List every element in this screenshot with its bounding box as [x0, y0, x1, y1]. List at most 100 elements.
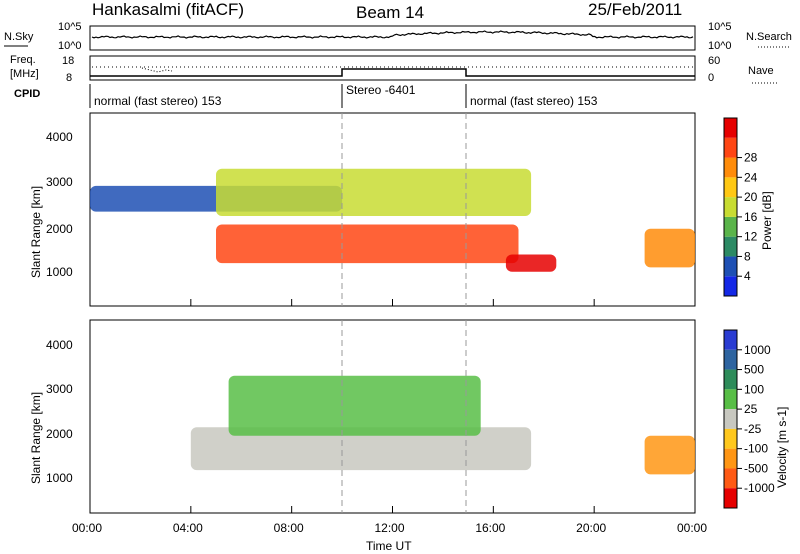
cpid-segment-3: normal (fast stereo) 153: [470, 94, 598, 108]
time-tick-label: 16:00: [475, 521, 505, 535]
power-ytick-2000: 2000: [46, 222, 73, 236]
power-ytick-4000: 4000: [46, 130, 73, 144]
colorbar-swatch-4: [724, 409, 737, 429]
colorbar-tick-label: 1000: [744, 343, 771, 357]
nave-dip: [141, 67, 173, 73]
power-colorbar-ticks: 4 8 12 16 20 24 28: [737, 151, 758, 283]
colorbar-swatch-8: [724, 118, 737, 138]
power-ytick-1000: 1000: [46, 265, 73, 279]
velocity-panel: Slant Range [km] 1000 2000 3000 4000: [29, 319, 696, 514]
date-title: 25/Feb/2011: [588, 0, 682, 19]
velocity-echo-regions: [190, 375, 695, 475]
colorbar-tick-label: -500: [744, 461, 768, 475]
velocity-ytick-1000: 1000: [46, 471, 73, 485]
colorbar-tick-label: 100: [744, 382, 764, 396]
velocity-colorbar-swatches: [724, 330, 737, 508]
power-ylabel: Slant Range [km]: [29, 186, 43, 278]
colorbar-tick-label: -25: [744, 422, 762, 436]
colorbar-tick-label: 25: [744, 402, 758, 416]
echo-region: [644, 435, 695, 475]
noise-panel: N.Sky 10^5 10^0 10^5 10^0 N.Search: [4, 21, 792, 52]
freq-panel: Freq. [MHz] 18 8 60 0 Nave: [10, 54, 778, 84]
colorbar-swatch-2: [724, 236, 737, 257]
time-tick-label: 00:00: [677, 521, 707, 535]
cpid-segment-1: normal (fast stereo) 153: [94, 94, 222, 108]
velocity-colorbar-frame: [723, 329, 738, 509]
colorbar-swatch-5: [724, 428, 737, 449]
station-title: Hankasalmi (fitACF): [92, 0, 244, 19]
velocity-ytick-4000: 4000: [46, 338, 73, 352]
colorbar-swatch-3: [724, 389, 737, 410]
colorbar-swatch-3: [724, 216, 737, 237]
cpid-strip: CPID normal (fast stereo) 153 Stereo -64…: [14, 83, 598, 108]
time-tick-label: 20:00: [576, 521, 606, 535]
echo-region: [216, 168, 532, 216]
echo-region: [190, 427, 532, 471]
colorbar-tick-label: 12: [744, 230, 758, 244]
time-tick-label: 00:00: [72, 521, 102, 535]
time-tick-label: 08:00: [274, 521, 304, 535]
echo-region: [216, 224, 519, 264]
noise-sky-label: N.Sky: [4, 31, 34, 43]
colorbar-swatch-1: [724, 256, 737, 277]
colorbar-swatch-2: [724, 369, 737, 390]
freq-top-tick: 18: [62, 55, 74, 67]
echo-region: [505, 254, 557, 272]
colorbar-tick-label: 16: [744, 210, 758, 224]
freq-panel-frame: [89, 55, 696, 81]
nave-bottom-tick: 0: [708, 72, 714, 84]
colorbar-swatch-6: [724, 157, 737, 178]
noise-left-bottom-tick: 10^0: [58, 40, 82, 52]
colorbar-swatch-0: [724, 330, 737, 350]
noise-panel-frame: [89, 25, 696, 51]
colorbar-tick-label: -1000: [744, 481, 775, 495]
colorbar-swatch-0: [724, 276, 737, 296]
noise-right-bottom-tick: 10^0: [708, 40, 732, 52]
echo-region: [228, 375, 481, 436]
echo-region: [644, 228, 695, 268]
colorbar-swatch-1: [724, 349, 737, 370]
colorbar-tick-label: 8: [744, 249, 751, 263]
nave-label: Nave: [748, 65, 774, 77]
power-colorbar-frame: [723, 117, 738, 297]
time-axis: 00:00 04:00 08:00 12:00 16:00 20:00 00:00: [72, 299, 707, 535]
colorbar-swatch-5: [724, 177, 737, 198]
time-tick-label: 04:00: [173, 521, 203, 535]
velocity-ytick-3000: 3000: [46, 382, 73, 396]
velocity-colorbar-label: Velocity [m s-1]: [775, 407, 789, 488]
noise-left-top-tick: 10^5: [58, 21, 82, 33]
power-ytick-3000: 3000: [46, 175, 73, 189]
time-tick-label: 12:00: [375, 521, 405, 535]
colorbar-tick-label: 24: [744, 170, 758, 184]
power-panel: Slant Range [km] 1000 2000 3000 4000: [29, 112, 696, 307]
freq-bottom-tick: 8: [66, 72, 72, 84]
colorbar-tick-label: 500: [744, 363, 764, 377]
colorbar-swatch-7: [724, 468, 737, 489]
colorbar-swatch-6: [724, 448, 737, 469]
velocity-ytick-2000: 2000: [46, 427, 73, 441]
colorbar-tick-label: 20: [744, 190, 758, 204]
time-axis-label: Time UT: [366, 539, 412, 553]
power-echo-regions: [90, 168, 695, 272]
noise-right-top-tick: 10^5: [708, 21, 732, 33]
cpid-label: CPID: [14, 88, 40, 100]
colorbar-swatch-4: [724, 197, 737, 217]
freq-label-1: Freq.: [10, 54, 36, 66]
frequency-trace: [90, 68, 695, 77]
nave-top-tick: 60: [708, 55, 720, 67]
colorbar-swatch-8: [724, 488, 737, 508]
beam-title: Beam 14: [356, 3, 424, 22]
power-colorbar: 4 8 12 16 20 24 28 Power [dB]: [723, 117, 774, 297]
freq-label-2: [MHz]: [10, 68, 39, 80]
power-colorbar-label: Power [dB]: [760, 191, 774, 250]
velocity-colorbar: 1000 500 100 25 -25 -100 -500 -1000 Velocity [m…: [723, 329, 789, 509]
colorbar-swatch-7: [724, 137, 737, 158]
power-colorbar-swatches: [724, 118, 737, 296]
velocity-colorbar-ticks: 1000 500 100 25 -25 -100 -500 -1000: [737, 343, 775, 495]
colorbar-tick-label: 28: [744, 151, 758, 165]
velocity-ylabel: Slant Range [km]: [29, 392, 43, 484]
colorbar-tick-label: 4: [744, 269, 751, 283]
cpid-segment-2: Stereo -6401: [346, 83, 416, 97]
noise-search-label: N.Search: [746, 31, 792, 43]
